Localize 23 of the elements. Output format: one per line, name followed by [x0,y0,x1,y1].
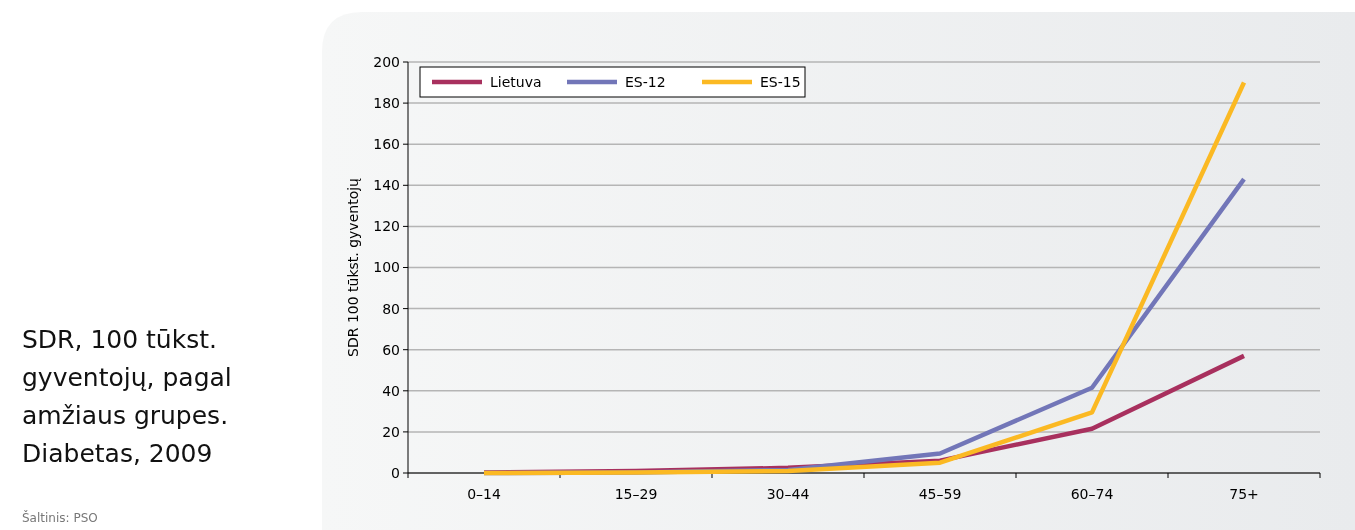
y-tick-label: 40 [382,382,400,399]
y-tick-label: 200 [373,53,400,70]
y-tick-label: 60 [382,341,400,358]
x-tick-label: 0–14 [467,486,501,502]
y-tick-label: 80 [382,300,400,317]
legend-label: Lietuva [490,73,542,90]
y-tick-label: 140 [373,177,400,194]
x-tick-label: 60–74 [1070,486,1114,502]
x-tick-label: 30–44 [766,486,810,502]
x-tick-label: 45–59 [918,486,962,502]
y-tick-label: 20 [382,423,400,440]
text: Šaltinis: PSO [22,510,98,525]
y-tick-label: 0 [391,464,400,481]
legend-label: ES-12 [625,73,666,90]
y-axis-title: SDR 100 tūkst. gyventojų [345,177,361,357]
y-tick-label: 120 [373,218,400,235]
y-tick-label: 100 [373,259,400,276]
legend-label: ES-15 [760,73,801,90]
text: SDR, 100 tūkst. gyventojų, pagal amžiaus grupes. Diabetas, 2009 [22,325,232,468]
x-tick-label: 15–29 [614,486,658,502]
y-tick-label: 160 [373,136,400,153]
y-tick-label: 180 [373,95,400,111]
x-tick-label: 75+ [1229,486,1259,502]
